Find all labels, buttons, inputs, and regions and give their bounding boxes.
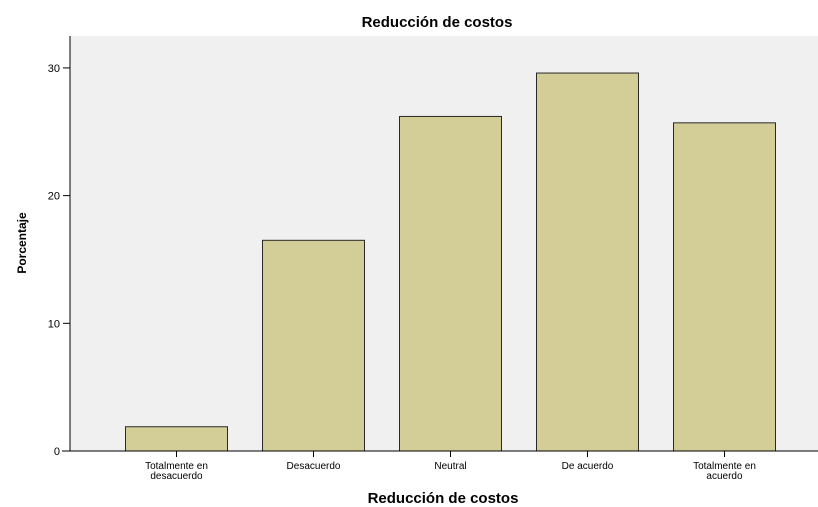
bar xyxy=(399,115,502,452)
x-tick-label: De acuerdo xyxy=(562,461,614,472)
x-tick-label: Desacuerdo xyxy=(287,461,341,472)
x-tick-label: Neutral xyxy=(434,461,466,472)
bar xyxy=(673,122,776,452)
y-tick-label: 20 xyxy=(48,191,60,203)
y-tick-label: 0 xyxy=(54,446,60,458)
x-axis: Totalmente en desacuerdo Desacuerdo Neutral… xyxy=(145,451,756,482)
y-tick-label: 30 xyxy=(48,63,60,75)
bar xyxy=(536,72,639,452)
y-axis: 0 10 20 30 xyxy=(48,63,70,458)
bar xyxy=(125,426,228,452)
x-axis-label: Reducción de costos xyxy=(368,490,519,507)
x-tick-label: Totalmente en desacuerdo xyxy=(145,461,208,482)
bar xyxy=(262,239,365,452)
bar-series xyxy=(125,72,776,452)
y-tick-label: 10 xyxy=(48,318,60,330)
chart-title: Reducción de costos xyxy=(362,14,513,31)
x-tick-label: Totalmente en acuerdo xyxy=(693,461,756,482)
y-axis-label: Porcentaje xyxy=(15,212,29,274)
